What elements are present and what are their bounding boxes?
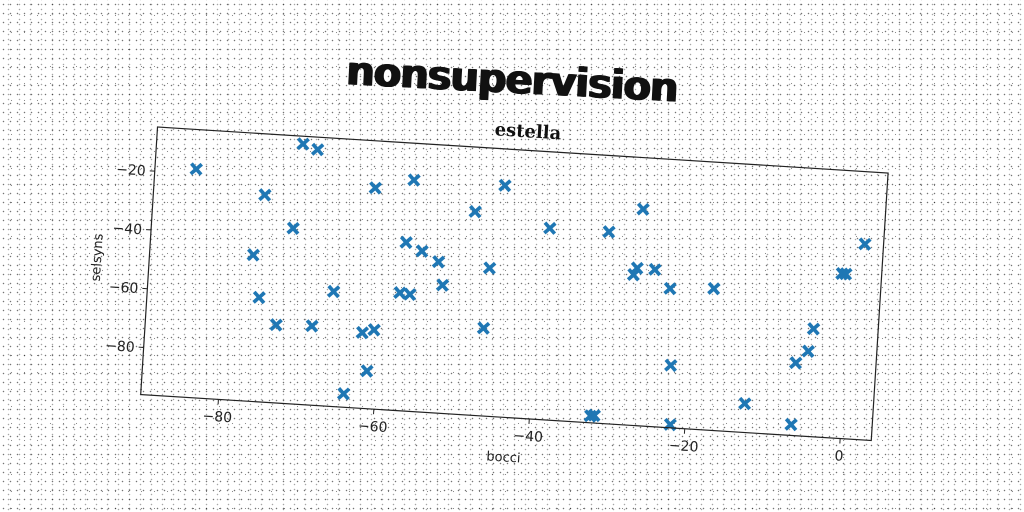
scatter-point xyxy=(784,417,798,432)
y-tick-label: −40 xyxy=(112,221,142,239)
scatter-point xyxy=(498,178,512,193)
scatter-point xyxy=(355,325,370,340)
scatter-point xyxy=(407,173,421,187)
scatter-point xyxy=(258,188,272,202)
y-tick-label: −60 xyxy=(108,279,138,297)
scatter-point xyxy=(789,356,803,370)
scatter-point xyxy=(431,255,446,269)
scatter-point xyxy=(368,181,383,195)
scatter-point xyxy=(663,417,677,432)
scatter-point xyxy=(310,142,325,157)
x-tick-label: 0 xyxy=(834,448,844,465)
scatter-point xyxy=(602,225,616,239)
x-tick-label: −40 xyxy=(513,428,543,446)
scatter-point xyxy=(482,261,497,275)
scatter-point xyxy=(626,267,641,282)
scatter-point xyxy=(858,237,872,251)
y-axis-label: selsyns xyxy=(89,233,107,282)
scatter-point xyxy=(835,266,849,281)
scatter-point xyxy=(326,284,341,299)
scatter-point xyxy=(630,261,644,275)
scatter-point xyxy=(296,137,310,151)
y-axis: −20 −40 −60 −80 xyxy=(105,162,155,356)
scatter-point xyxy=(839,267,853,281)
scatter-point xyxy=(286,221,300,235)
y-tick-label: −20 xyxy=(116,162,146,180)
scatter-point xyxy=(587,408,602,423)
scatter-point xyxy=(269,318,283,332)
chart-subtitle: estella xyxy=(494,119,562,144)
data-markers xyxy=(189,137,872,432)
scatter-point xyxy=(707,281,721,296)
x-tick-label: −60 xyxy=(357,418,387,436)
scatter-point xyxy=(305,319,319,333)
x-tick-label: −20 xyxy=(668,438,698,456)
scatter-point xyxy=(806,322,821,336)
scatter-point xyxy=(415,244,429,258)
scatter-point xyxy=(543,221,557,235)
scatter-point xyxy=(393,286,407,300)
x-tick-label: −80 xyxy=(202,408,232,426)
scatter-point xyxy=(246,248,261,262)
scatter-point xyxy=(360,364,374,378)
x-axis-label: bocci xyxy=(486,449,521,466)
scatter-point xyxy=(664,358,678,373)
scatter-point xyxy=(468,204,482,219)
y-tick-label: −80 xyxy=(105,338,135,356)
plot-frame xyxy=(140,126,889,442)
scatter-point xyxy=(252,290,266,305)
scatter-point xyxy=(476,321,491,335)
scatter-point xyxy=(367,323,381,337)
scatter-point xyxy=(403,287,417,302)
scatter-point xyxy=(648,262,662,277)
scatter-point xyxy=(435,278,450,292)
scatter-point xyxy=(189,162,203,176)
scatter-point xyxy=(738,396,752,411)
x-axis: −80 −60 −40 −20 0 xyxy=(202,399,844,465)
scatter-point xyxy=(636,202,650,216)
chart-area: estella −80 −60 −40 −20 0 −20 −40 −60 −80 bocci… xyxy=(89,119,889,466)
scatter-point xyxy=(399,235,413,250)
scatter-point xyxy=(336,387,351,401)
scatter-point xyxy=(801,344,815,358)
scatter-point xyxy=(663,281,677,296)
